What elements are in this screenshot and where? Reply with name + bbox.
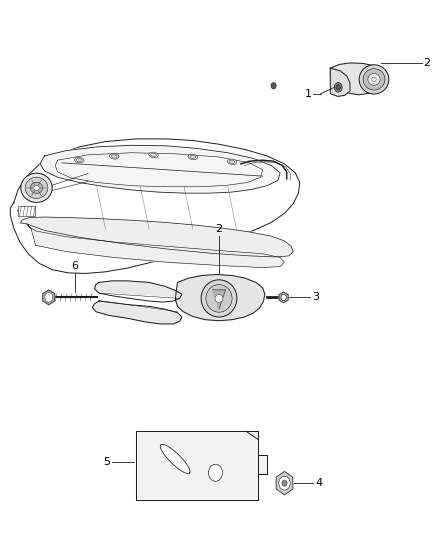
Circle shape xyxy=(281,294,286,301)
Circle shape xyxy=(271,83,276,89)
Text: 2: 2 xyxy=(215,223,223,233)
Polygon shape xyxy=(95,281,182,302)
Ellipse shape xyxy=(149,152,158,158)
Polygon shape xyxy=(279,292,288,303)
Ellipse shape xyxy=(21,173,52,203)
Circle shape xyxy=(282,480,287,486)
Ellipse shape xyxy=(372,77,376,82)
Circle shape xyxy=(336,85,340,90)
Ellipse shape xyxy=(188,154,198,160)
Ellipse shape xyxy=(363,69,385,90)
Circle shape xyxy=(45,293,53,302)
Text: 3: 3 xyxy=(312,292,319,302)
Text: 2: 2 xyxy=(424,59,431,68)
Polygon shape xyxy=(11,139,300,273)
Ellipse shape xyxy=(34,185,39,190)
Ellipse shape xyxy=(74,157,84,163)
Ellipse shape xyxy=(206,285,232,312)
Polygon shape xyxy=(92,301,182,324)
Polygon shape xyxy=(20,217,293,257)
Ellipse shape xyxy=(201,280,237,317)
Text: 6: 6 xyxy=(71,261,78,271)
Bar xyxy=(18,206,35,216)
Polygon shape xyxy=(175,274,265,321)
Polygon shape xyxy=(99,293,182,312)
Polygon shape xyxy=(136,431,267,500)
Ellipse shape xyxy=(30,182,42,193)
Circle shape xyxy=(208,464,223,481)
Ellipse shape xyxy=(359,64,389,94)
Text: 4: 4 xyxy=(315,478,322,488)
Text: 1: 1 xyxy=(305,88,312,99)
Circle shape xyxy=(279,476,290,490)
Polygon shape xyxy=(40,146,280,193)
Ellipse shape xyxy=(110,154,119,159)
Polygon shape xyxy=(27,224,285,268)
Polygon shape xyxy=(212,290,226,309)
Ellipse shape xyxy=(227,159,237,165)
Polygon shape xyxy=(276,471,293,495)
Ellipse shape xyxy=(368,74,380,85)
Polygon shape xyxy=(42,290,55,305)
Text: 5: 5 xyxy=(103,457,110,467)
Circle shape xyxy=(334,83,342,92)
Ellipse shape xyxy=(215,294,223,302)
Polygon shape xyxy=(160,445,190,474)
Ellipse shape xyxy=(25,177,48,198)
Polygon shape xyxy=(330,63,385,95)
Polygon shape xyxy=(330,68,350,96)
